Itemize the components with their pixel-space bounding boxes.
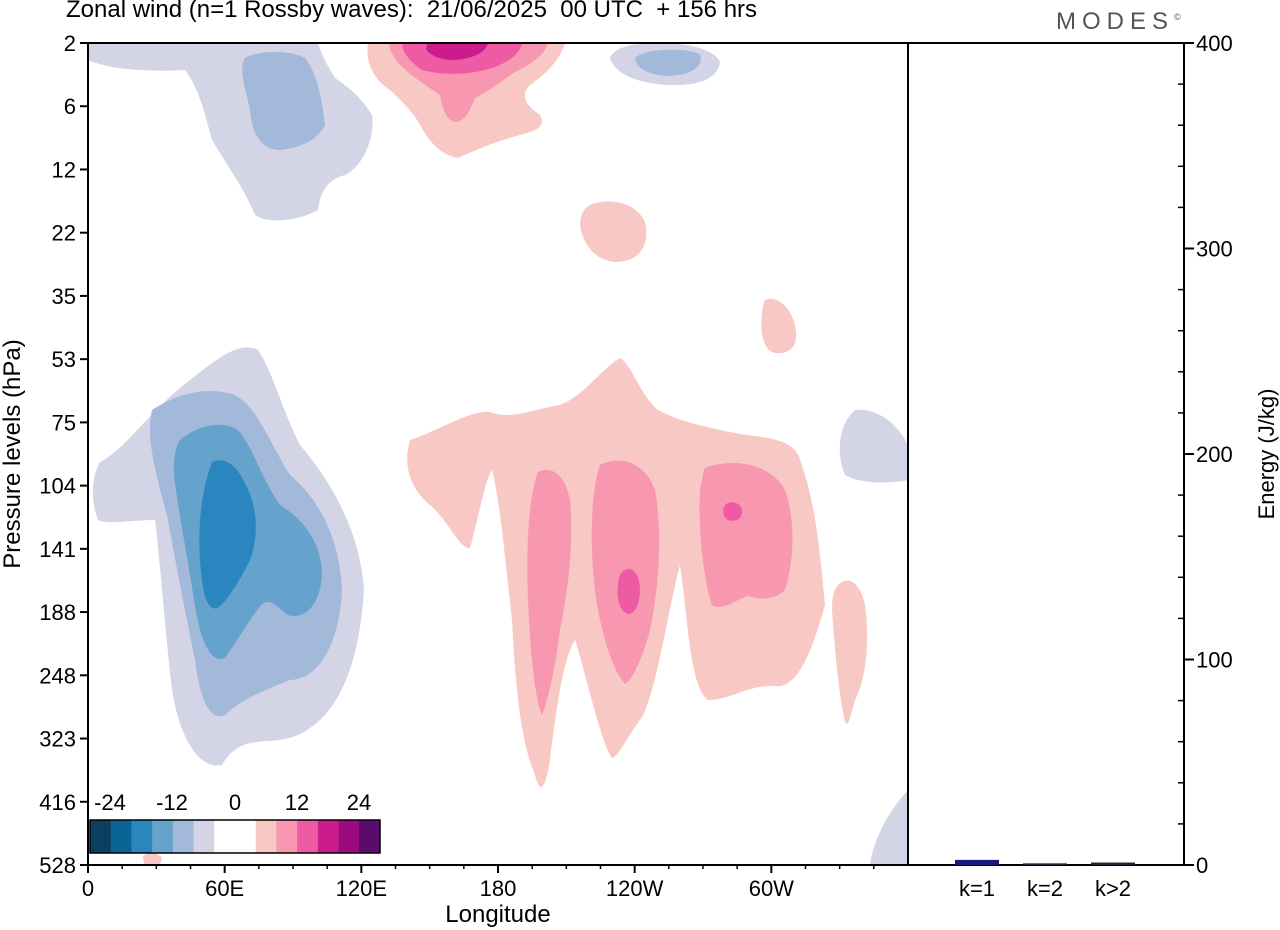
energy-axis-title: Energy (J/kg)	[1254, 389, 1279, 520]
pos-contour-mid-small	[761, 298, 797, 354]
colorbar-label: 24	[347, 790, 371, 815]
pos-contour-lowlevel-c	[699, 463, 793, 608]
colorbar-swatch	[359, 820, 381, 853]
colorbar-frame	[89, 819, 381, 854]
colorbar-label: 12	[285, 790, 309, 815]
energy-bar	[1023, 863, 1067, 865]
neg-contour-east-edge	[839, 409, 908, 483]
colorbar: -24 -12 0 12 24	[89, 790, 381, 854]
x-axis-title: Longitude	[445, 901, 550, 928]
chart-title: Zonal wind (n=1 Rossby waves): 21/06/202…	[66, 0, 758, 23]
colorbar-swatch	[90, 820, 112, 853]
x-tick-label: 60E	[205, 876, 244, 901]
colorbar-swatch	[152, 820, 174, 853]
pos-contour-lowlevel-core-b	[617, 568, 640, 615]
colorbar-swatch	[297, 820, 319, 853]
logo-text: MODES	[1056, 8, 1175, 35]
neg-contour-upper-outer	[88, 43, 373, 221]
y-tick-label: 528	[39, 853, 76, 878]
y-tick-label: 141	[39, 537, 76, 562]
y-tick-label: 188	[39, 600, 76, 625]
x-tick-label: 60W	[749, 876, 794, 901]
colorbar-swatch	[235, 820, 257, 853]
neg-contour-upper-inner	[242, 52, 325, 150]
y-tick-label: 323	[39, 727, 76, 752]
x-tick-label: 120W	[606, 876, 664, 901]
y-axis-title: Pressure levels (hPa)	[0, 339, 26, 568]
energy-category-label: k=2	[1027, 876, 1063, 901]
y-tick-label: 22	[52, 221, 76, 246]
y-tick-label: 6	[64, 94, 76, 119]
y-axis: 2 6 12 22 35 53 75 104 141 188 248 323 416 528	[39, 31, 88, 878]
colorbar-label: -24	[94, 790, 126, 815]
energy-category-label: k=1	[959, 876, 995, 901]
energy-category-label: k>2	[1095, 876, 1131, 901]
y-tick-label: 104	[39, 474, 76, 499]
energy-bars: k=1 k=2 k>2	[955, 859, 1135, 901]
energy-tick-label: 100	[1196, 648, 1233, 673]
colorbar-swatch	[193, 820, 215, 853]
pos-contour-mid-blob	[580, 201, 647, 262]
x-axis: 0 60E 120E 180 120W 60W	[82, 865, 875, 901]
modes-logo: MODES©	[1056, 8, 1181, 36]
colorbar-swatch	[214, 820, 236, 853]
y-tick-label: 2	[64, 31, 76, 56]
energy-bar	[955, 859, 999, 865]
pos-contour-upper-core	[426, 43, 488, 60]
energy-tick-label: 200	[1196, 442, 1233, 467]
colorbar-swatch	[131, 820, 153, 853]
energy-tick-label: 300	[1196, 237, 1233, 262]
colorbar-swatch	[255, 820, 277, 853]
pos-contour-lowlevel-a	[527, 469, 572, 715]
neg-contour-upper-east-inner	[635, 49, 701, 76]
neg-contour-bottom-right	[870, 790, 908, 865]
y-tick-label: 75	[52, 410, 76, 435]
pos-contour-lowlevel-core-c	[723, 502, 742, 521]
neg-contour-lowlevel-core	[199, 460, 256, 609]
y-tick-label: 248	[39, 663, 76, 688]
energy-tick-label: 0	[1196, 853, 1208, 878]
energy-tick-label: 400	[1196, 31, 1233, 56]
colorbar-swatch	[110, 820, 132, 853]
colorbar-label: 0	[229, 790, 241, 815]
logo-mark: ©	[1174, 12, 1181, 22]
colorbar-label: -12	[156, 790, 188, 815]
y-tick-label: 12	[52, 157, 76, 182]
energy-bar	[1091, 862, 1135, 865]
colorbar-swatch	[276, 820, 298, 853]
energy-plot-frame	[907, 42, 1185, 866]
colorbar-swatch	[338, 820, 360, 853]
contour-field	[88, 43, 908, 865]
x-tick-label: 120E	[336, 876, 387, 901]
x-tick-label: 180	[480, 876, 517, 901]
y-tick-label: 35	[52, 284, 76, 309]
x-tick-label: 0	[82, 876, 94, 901]
colorbar-swatch	[172, 820, 195, 853]
colorbar-swatch	[317, 820, 340, 853]
pos-contour-east-column	[832, 580, 868, 724]
energy-axis: 0 100 200 300 400	[1178, 31, 1233, 878]
y-tick-label: 416	[39, 790, 76, 815]
y-tick-label: 53	[52, 347, 76, 372]
pos-contour-bottom-fleck	[143, 853, 162, 865]
